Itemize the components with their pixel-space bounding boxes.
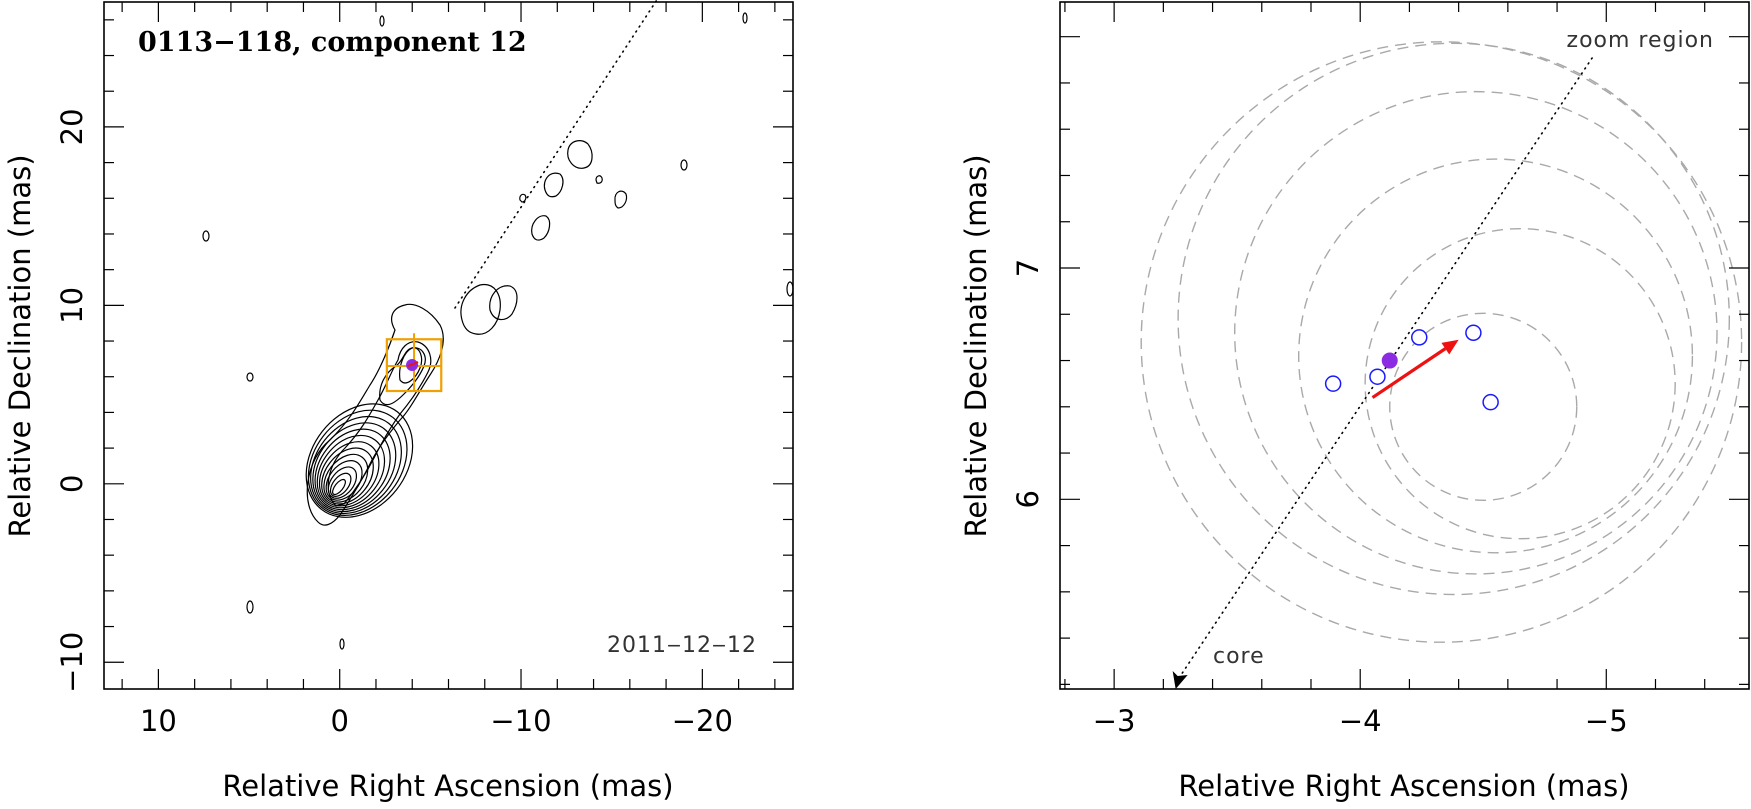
jet-contour xyxy=(614,190,628,209)
x-tick-label: −10 xyxy=(490,704,551,738)
y-tick-label: 6 xyxy=(1011,490,1045,508)
jet-contour xyxy=(519,193,527,203)
x-tick-label: −3 xyxy=(1093,704,1136,738)
core-contour xyxy=(314,428,391,511)
motion-vector xyxy=(1371,339,1459,399)
y-tick-label: 10 xyxy=(55,287,89,324)
core-contour xyxy=(318,441,380,507)
right-plot-frame xyxy=(1059,1,1750,690)
core-contour xyxy=(321,447,374,505)
x-tick-label: −4 xyxy=(1339,704,1382,738)
right-x-tick-labels: −3 −4 −5 xyxy=(1093,704,1628,738)
mean-position xyxy=(1381,352,1398,369)
error-circles xyxy=(1140,41,1743,643)
left-panel: 10 0 −10 −20 −10 0 10 20 0113−118, component 1… xyxy=(3,0,794,803)
right-panel: −3 −4 −5 67 zoom region core Relative Righ… xyxy=(959,1,1750,803)
jet-contour xyxy=(460,283,501,335)
motion-vector-head xyxy=(1441,339,1459,355)
left-axis-ticks xyxy=(104,2,793,689)
noise-contour xyxy=(246,600,254,614)
error-circle xyxy=(1364,227,1676,540)
noise-contour xyxy=(680,159,688,171)
noise-contour xyxy=(379,15,385,27)
error-circle xyxy=(1140,41,1743,643)
jet-contour xyxy=(399,347,423,384)
core-direction-arrowhead xyxy=(1172,671,1188,689)
core-contour xyxy=(305,403,414,518)
epoch-point xyxy=(1369,368,1386,385)
y-tick-label: 7 xyxy=(1011,259,1045,277)
error-circle xyxy=(1297,158,1694,554)
y-tick-label: 20 xyxy=(55,108,89,145)
jet-contour xyxy=(489,285,518,321)
epoch-point xyxy=(1465,324,1482,342)
component-marker xyxy=(406,359,419,372)
x-tick-label: 10 xyxy=(140,704,177,738)
left-x-tick-labels: 10 0 −10 −20 xyxy=(140,704,733,738)
contour-map xyxy=(202,12,794,650)
left-y-axis-label: Relative Declination (mas) xyxy=(3,154,37,537)
right-y-axis-label: Relative Declination (mas) xyxy=(959,154,993,537)
noise-contour xyxy=(786,281,794,297)
core-contour xyxy=(310,415,402,515)
y-tick-label: 0 xyxy=(55,475,89,493)
core-contour xyxy=(316,434,386,509)
x-tick-label: 0 xyxy=(330,704,348,738)
error-circle xyxy=(1389,312,1578,502)
error-circle xyxy=(1234,90,1718,575)
jet-contour xyxy=(306,303,444,526)
jet-contour xyxy=(379,347,426,406)
epoch-point xyxy=(1482,393,1499,411)
jet-contour xyxy=(595,175,603,184)
jet-contour xyxy=(531,215,551,241)
core-contour xyxy=(327,466,358,499)
noise-contour xyxy=(339,638,345,650)
epoch-points xyxy=(1324,324,1499,411)
left-chart-title: 0113−118, component 12 xyxy=(138,27,527,58)
x-tick-label: −20 xyxy=(672,704,733,738)
jet-contour xyxy=(327,341,432,507)
error-circle xyxy=(1177,42,1731,596)
left-y-tick-labels: −10 0 10 20 xyxy=(55,108,89,692)
y-tick-label: −10 xyxy=(55,632,89,693)
noise-contour xyxy=(246,372,254,382)
noise-contour xyxy=(742,12,748,24)
right-y-tick-labels: 67 xyxy=(1011,259,1045,509)
right-axis-ticks xyxy=(1060,2,1749,689)
motion-vector-shaft xyxy=(1371,347,1447,399)
left-plot-frame xyxy=(103,1,794,690)
core-contour xyxy=(332,478,346,496)
jet-contour xyxy=(543,172,564,198)
epoch-point xyxy=(1411,329,1428,346)
ridge-line xyxy=(1172,54,1595,689)
ridge-line-segment xyxy=(1174,54,1595,684)
core-contour xyxy=(323,453,369,503)
left-x-axis-label: Relative Right Ascension (mas) xyxy=(222,769,673,803)
epoch-label: 2011‒12‒12 xyxy=(607,633,757,658)
component-vector xyxy=(407,361,419,367)
core-label: core xyxy=(1213,644,1265,669)
x-tick-label: −5 xyxy=(1585,704,1628,738)
mean-position-dot xyxy=(1381,352,1398,369)
core-contour xyxy=(307,409,408,516)
zoom-region-label: zoom region xyxy=(1567,28,1714,53)
noise-contour xyxy=(202,230,210,242)
core-contour xyxy=(312,422,397,513)
right-x-axis-label: Relative Right Ascension (mas) xyxy=(1178,769,1629,803)
epoch-point xyxy=(1324,375,1342,392)
core-contour xyxy=(329,472,352,497)
jet-contour xyxy=(567,140,593,169)
